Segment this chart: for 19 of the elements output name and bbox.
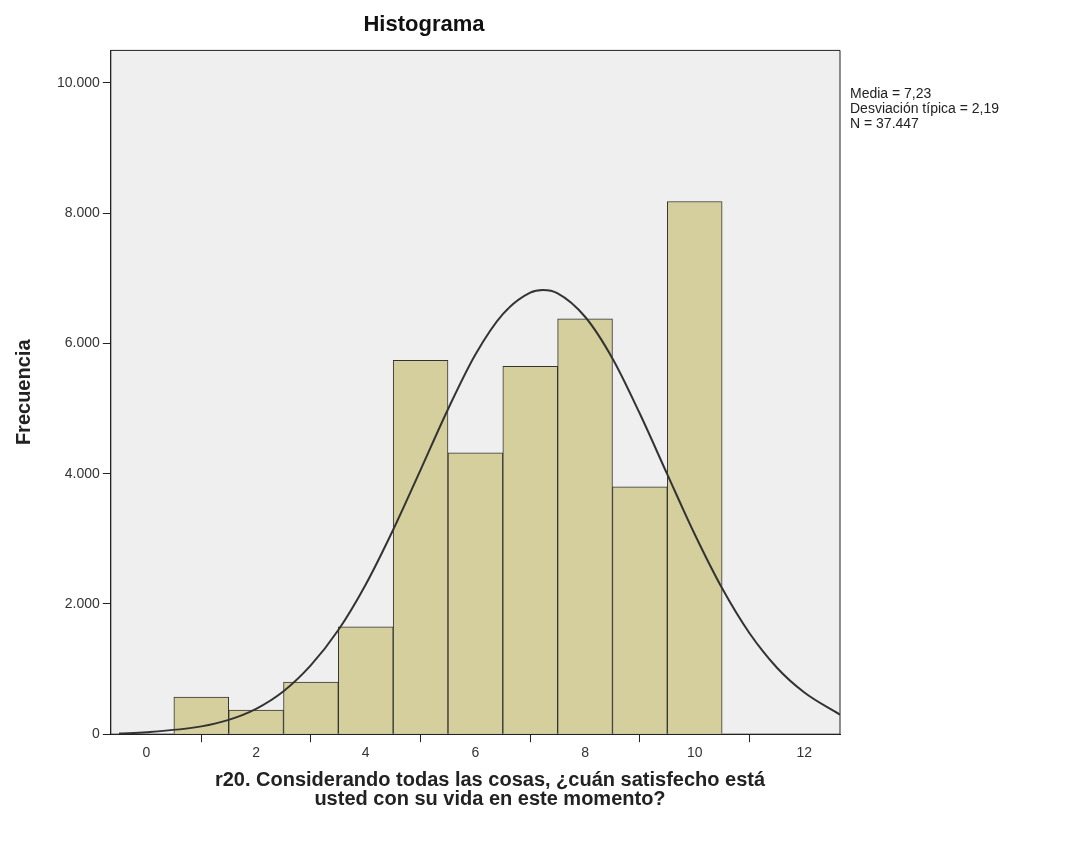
x-tick-label: 8	[581, 744, 590, 761]
y-tick-label: 0	[92, 725, 101, 742]
x-tick-label: 2	[252, 744, 261, 761]
x-tick-label: 4	[361, 744, 370, 761]
x-axis-title: r20. Considerando todas las cosas, ¿cuán satisfecho está usted con su vida en este momento?	[213, 768, 767, 809]
y-tick-label: 2.000	[64, 594, 101, 611]
y-tick-label: 4.000	[64, 464, 101, 481]
x-tick-label: 0	[142, 744, 151, 761]
text: N = 37.447	[850, 115, 920, 131]
x-tick-label: 12	[796, 744, 813, 761]
x-tick-label: 10	[686, 744, 703, 761]
y-tick-label: 6.000	[64, 334, 101, 351]
y-tick-label: 10.000	[56, 73, 101, 90]
text: Media = 7,23	[850, 85, 933, 101]
y-tick-label: 8.000	[64, 204, 101, 221]
text: Desviación típica = 2,19	[850, 100, 1000, 116]
chart-title: Histograma	[363, 11, 486, 37]
x-tick-label: 6	[471, 744, 480, 761]
y-axis-title: Frecuencia	[11, 338, 34, 446]
